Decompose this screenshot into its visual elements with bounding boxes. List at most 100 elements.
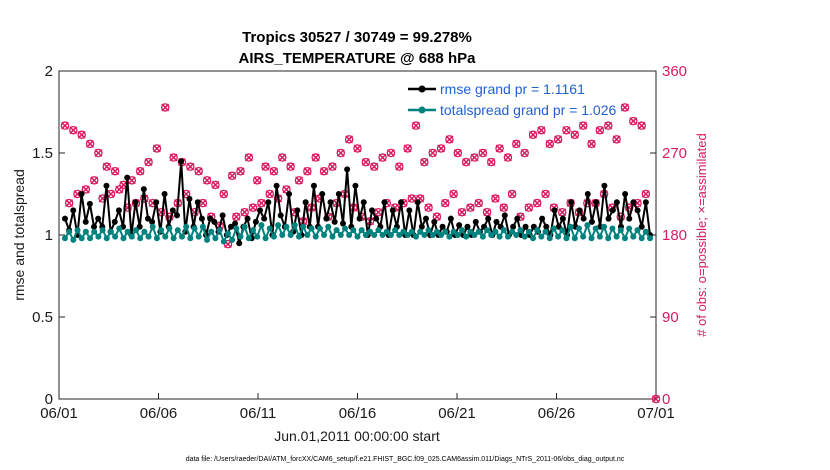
rmse-point <box>198 215 205 222</box>
rmse-point <box>132 199 139 206</box>
totalspread-point <box>191 225 198 232</box>
rmse-point <box>369 207 376 214</box>
obs-assimilated-marker <box>269 167 278 176</box>
obs-possible-marker <box>161 103 170 112</box>
obs-possible-marker <box>524 203 534 212</box>
rmse-point <box>256 207 263 214</box>
obs-possible-marker <box>369 162 379 171</box>
legend-rmse-label: rmse grand pr = 1.1161 <box>440 81 585 97</box>
totalspread-point <box>78 235 85 242</box>
totalspread-point <box>596 233 603 240</box>
totalspread-point <box>208 228 215 235</box>
obs-possible-marker <box>612 135 621 144</box>
totalspread-point <box>212 235 219 242</box>
obs-assimilated-marker <box>499 203 508 212</box>
totalspread-point <box>224 230 231 237</box>
obs-possible-marker <box>491 194 500 203</box>
obs-possible-marker <box>620 103 630 112</box>
obs-assimilated-marker <box>249 203 257 212</box>
obs-assimilated-marker <box>303 167 312 176</box>
rmse-point <box>439 223 446 230</box>
x-tick-label: 06/11 <box>240 405 276 422</box>
rmse-point <box>273 182 280 189</box>
obs-possible-marker <box>466 203 475 212</box>
obs-possible-marker <box>311 153 320 162</box>
totalspread-point <box>74 227 81 234</box>
obs-assimilated-marker <box>424 203 433 212</box>
rmse-point <box>373 215 380 222</box>
x-tick-label: 06/16 <box>339 405 377 422</box>
totalspread-point <box>158 227 165 234</box>
rmse-point <box>493 218 500 225</box>
rmse-point <box>144 215 151 222</box>
obs-possible-marker <box>651 394 661 404</box>
totalspread-point <box>295 233 302 240</box>
obs-assimilated-marker <box>211 180 220 189</box>
obs-possible-marker <box>532 198 542 208</box>
rmse-point <box>431 218 438 225</box>
rmse-point <box>456 222 463 229</box>
obs-assimilated-marker <box>90 176 99 185</box>
obs-possible-marker <box>294 176 304 185</box>
rmse-point <box>70 207 77 214</box>
totalspread-point <box>417 228 424 235</box>
obs-possible-marker <box>445 135 454 144</box>
rmse-point <box>174 212 181 219</box>
rmse-point <box>634 207 641 214</box>
totalspread-point <box>199 223 206 230</box>
obs-possible-marker <box>436 144 446 153</box>
obs-assimilated-marker <box>407 194 416 203</box>
totalspread-point <box>621 235 628 242</box>
totalspread-point <box>82 228 89 235</box>
obs-possible-marker <box>453 148 463 158</box>
totalspread-point <box>141 228 148 235</box>
totalspread-point <box>162 233 169 240</box>
totalspread-point <box>546 235 553 242</box>
obs-possible-marker <box>94 148 103 158</box>
rmse-point <box>601 182 608 189</box>
obs-possible-marker <box>486 157 496 167</box>
rmse-point <box>605 215 612 222</box>
obs-possible-marker <box>482 207 492 217</box>
obs-possible-marker <box>244 153 254 162</box>
obs-possible-marker <box>110 166 120 176</box>
totalspread-point <box>383 228 390 235</box>
totalspread-point <box>266 225 273 232</box>
totalspread-point <box>525 228 532 235</box>
obs-possible-marker <box>461 157 471 167</box>
rmse-point <box>593 199 600 206</box>
rmse-point <box>319 191 326 197</box>
obs-assimilated-marker <box>228 171 237 180</box>
rmse-point <box>510 223 517 230</box>
rmse-point <box>551 207 558 214</box>
obs-assimilated-marker <box>474 199 483 208</box>
totalspread-point <box>304 232 311 238</box>
totalspread-point <box>425 227 432 234</box>
rmse-point <box>265 199 272 206</box>
rmse-point <box>227 223 234 230</box>
obs-assimilated-marker <box>587 139 596 148</box>
y-left-tick-label: 0 <box>45 391 53 408</box>
rmse-point <box>277 212 284 219</box>
totalspread-point <box>354 233 361 240</box>
obs-possible-marker <box>278 153 287 162</box>
rmse-point <box>244 215 251 222</box>
rmse-point <box>638 223 645 230</box>
totalspread-point <box>329 233 336 240</box>
obs-assimilated-marker <box>345 135 354 144</box>
totalspread-point <box>61 235 68 242</box>
obs-possible-marker <box>257 198 266 208</box>
obs-possible-marker <box>395 162 404 171</box>
y-left-tick-label: 2 <box>45 63 53 80</box>
rmse-point <box>389 207 396 214</box>
totalspread-point <box>367 228 374 235</box>
obs-possible-marker <box>344 135 354 144</box>
rmse-point <box>186 195 193 202</box>
rmse-point <box>211 218 218 225</box>
rmse-point <box>418 223 425 230</box>
obs-assimilated-marker <box>453 149 462 157</box>
obs-assimilated-marker <box>554 135 563 144</box>
rmse-point <box>161 191 168 197</box>
obs-possible-marker <box>641 189 651 199</box>
obs-assimilated-marker <box>194 167 203 176</box>
